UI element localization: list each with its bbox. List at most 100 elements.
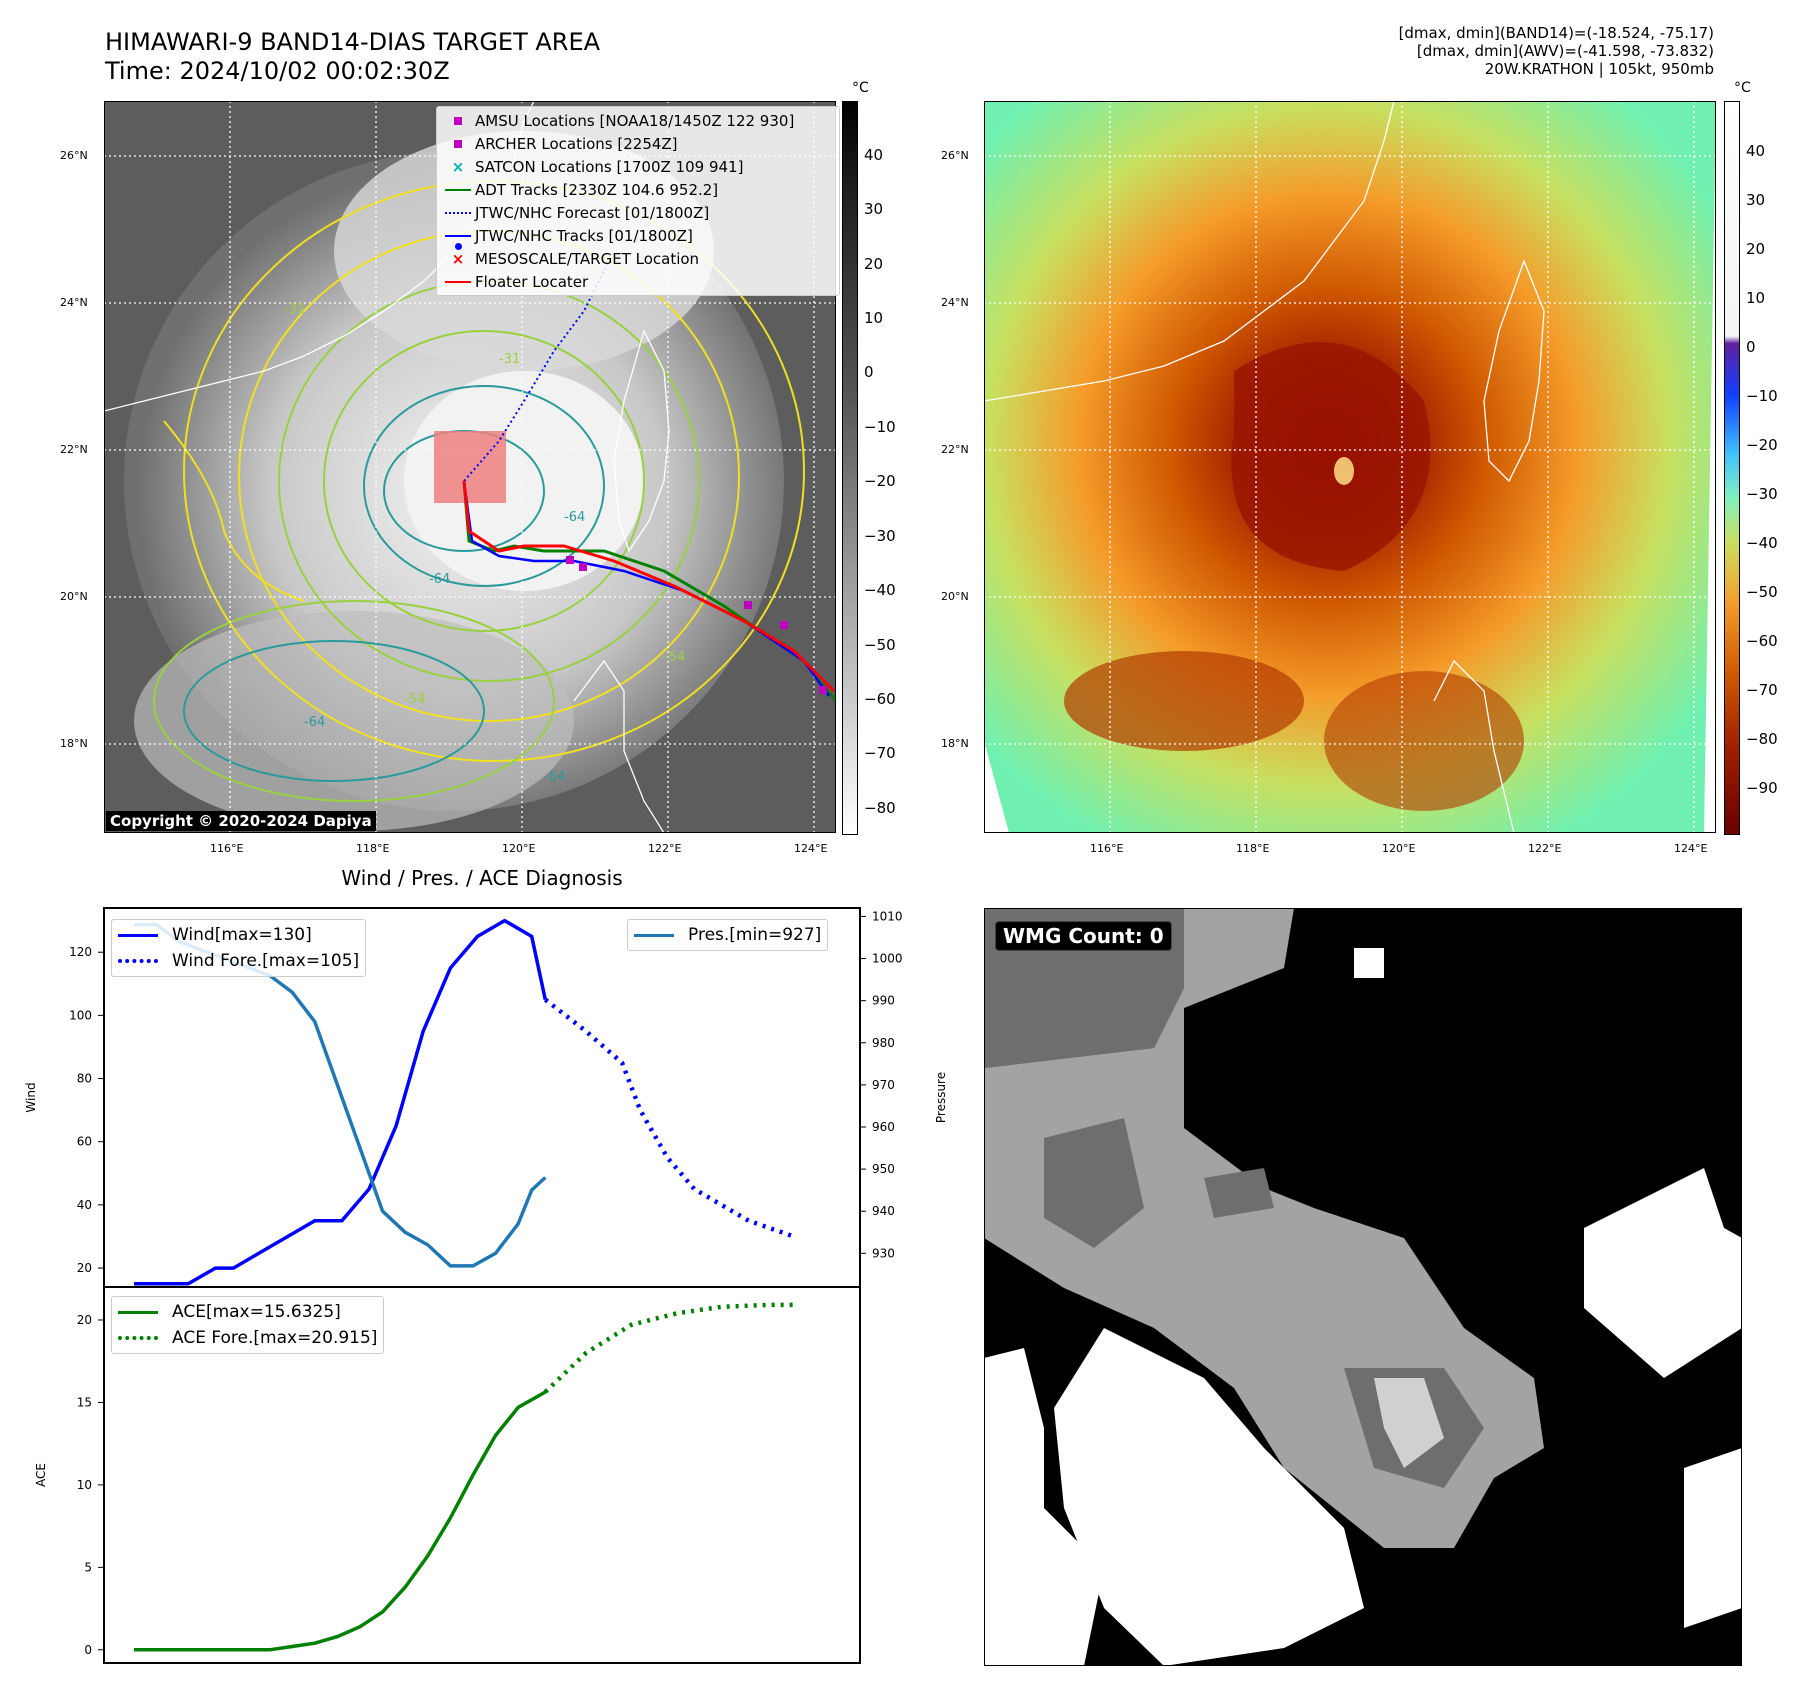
y-right-tick-label: 1000 bbox=[872, 952, 903, 966]
top-left-title: HIMAWARI-9 BAND14-DIAS TARGET AREA Time:… bbox=[105, 28, 600, 86]
colorbar-tick: 40 bbox=[864, 146, 884, 164]
legend-item-satcon: × SATCON Locations [1700Z 109 941] bbox=[451, 157, 744, 176]
y-right-tick-label: 990 bbox=[872, 994, 895, 1008]
top-right-header: [dmax, dmin](BAND14)=(-18.524, -75.17) [… bbox=[1399, 24, 1714, 78]
jtwc-track bbox=[462, 480, 831, 697]
y-right-tick-label: 980 bbox=[872, 1036, 895, 1050]
colorbar-tick: −30 bbox=[1746, 485, 1778, 503]
contour-label: -31 bbox=[284, 302, 305, 317]
colorbar-tick: 20 bbox=[864, 255, 884, 273]
ace-legend: ACE[max=15.6325] ACE Fore.[max=20.915] bbox=[111, 1296, 385, 1354]
y-axis-label: Wind bbox=[24, 1082, 38, 1112]
legend-item-forecast: JTWC/NHC Forecast [01/1800Z] bbox=[441, 201, 835, 224]
y-right-tick-label: 930 bbox=[872, 1246, 895, 1260]
map-legend: AMSU Locations [NOAA18/1450Z 122 930] AR… bbox=[436, 106, 840, 296]
wmg-count-badge: WMG Count: 0 bbox=[995, 921, 1172, 951]
ace-tick-label: 0 bbox=[84, 1643, 92, 1657]
floater-box bbox=[434, 431, 506, 503]
time-label: Time: 2024/10/02 00:02:30Z bbox=[105, 57, 450, 85]
contour-label: -54 bbox=[664, 650, 685, 665]
colorbar-tick: −70 bbox=[864, 744, 896, 762]
legend-item-wind-forecast: Wind Fore.[max=105] bbox=[118, 948, 359, 974]
colorbar-tick: −50 bbox=[1746, 583, 1778, 601]
legend-item-floater: Floater Locater bbox=[441, 270, 835, 293]
y-tick-label: 40 bbox=[77, 1198, 92, 1212]
colorbar-tick: 10 bbox=[864, 309, 884, 327]
colorbar-tick: −80 bbox=[864, 799, 896, 817]
lat-label: 18°N bbox=[60, 737, 88, 750]
legend-item-wind: Wind[max=130] bbox=[118, 922, 359, 948]
satellite-title: HIMAWARI-9 BAND14-DIAS TARGET AREA bbox=[105, 28, 601, 56]
storm-info: 20W.KRATHON | 105kt, 950mb bbox=[1484, 60, 1714, 78]
ace-forecast-series-line bbox=[543, 1302, 794, 1394]
lon-label: 122°E bbox=[1528, 842, 1562, 855]
colorbar-tick: −10 bbox=[1746, 387, 1778, 405]
ace-axis-label: ACE bbox=[34, 1463, 48, 1487]
satellite-map-tr bbox=[984, 101, 1716, 833]
legend-item-ace: ACE[max=15.6325] bbox=[118, 1299, 377, 1325]
ace-axes bbox=[103, 1286, 861, 1664]
wind-forecast-series-line bbox=[543, 997, 795, 1239]
colorbar-tick: −90 bbox=[1746, 779, 1778, 797]
colorbar-tick: −40 bbox=[1746, 534, 1778, 552]
contour-label: -31 bbox=[499, 352, 520, 367]
lat-label: 20°N bbox=[60, 590, 88, 603]
contour-label: -64 bbox=[544, 770, 565, 785]
colorbar-tick: 0 bbox=[864, 363, 874, 381]
floater-track bbox=[462, 480, 836, 693]
wind-series-line bbox=[134, 918, 548, 1286]
colorbar-tick: −80 bbox=[1746, 730, 1778, 748]
colorbar-tick: −20 bbox=[1746, 436, 1778, 454]
y-right-tick-label: 950 bbox=[872, 1162, 895, 1176]
y-tick-label: 80 bbox=[77, 1072, 92, 1086]
colorbar-unit: °C bbox=[1734, 80, 1751, 96]
ace-tick-label: 20 bbox=[77, 1313, 92, 1327]
colorbar-unit: °C bbox=[852, 80, 869, 96]
colorbar-tick: −50 bbox=[864, 636, 896, 654]
lat-label: 20°N bbox=[941, 590, 969, 603]
colorbar-tick: −40 bbox=[864, 581, 896, 599]
legend-item-amsu: AMSU Locations [NOAA18/1450Z 122 930] bbox=[441, 109, 835, 132]
lon-label: 120°E bbox=[502, 842, 536, 855]
contour-label: -64 bbox=[429, 572, 450, 587]
colorbar-tick: 10 bbox=[1746, 289, 1766, 307]
legend-item-adt: ADT Tracks [2330Z 104.6 952.2] bbox=[441, 178, 835, 201]
lat-label: 26°N bbox=[941, 149, 969, 162]
y-right-tick-label: 960 bbox=[872, 1120, 895, 1134]
lon-label: 118°E bbox=[356, 842, 390, 855]
colorbar-tick: 40 bbox=[1746, 142, 1766, 160]
colorbar-tr bbox=[1724, 101, 1740, 835]
lon-label: 120°E bbox=[1382, 842, 1416, 855]
colorbar-tick: 30 bbox=[864, 200, 884, 218]
colorbar-tick: 0 bbox=[1746, 338, 1756, 356]
lat-label: 24°N bbox=[60, 296, 88, 309]
contour-label: -64 bbox=[564, 510, 585, 525]
y-right-axis-label: Pressure bbox=[934, 1072, 948, 1123]
colorbar-tick: −30 bbox=[864, 527, 896, 545]
y-right-tick-label: 1010 bbox=[872, 909, 903, 923]
y-tick-label: 120 bbox=[69, 945, 92, 959]
ace-tick-label: 5 bbox=[84, 1560, 92, 1574]
lat-label: 26°N bbox=[60, 149, 88, 162]
colorbar-tl bbox=[842, 101, 858, 835]
legend-item-target: × MESOSCALE/TARGET Location bbox=[451, 249, 700, 268]
diagnosis-chart: 2040608010012093094095096097098099010001… bbox=[24, 907, 948, 1664]
lat-label: 22°N bbox=[941, 443, 969, 456]
colorbar-tick: −70 bbox=[1746, 681, 1778, 699]
y-right-tick-label: 940 bbox=[872, 1204, 895, 1218]
lon-label: 116°E bbox=[210, 842, 244, 855]
lon-label: 122°E bbox=[648, 842, 682, 855]
y-tick-label: 60 bbox=[77, 1135, 92, 1149]
y-right-tick-label: 970 bbox=[872, 1078, 895, 1092]
ace-series-line bbox=[134, 1390, 547, 1652]
colorbar-tick: −20 bbox=[864, 472, 896, 490]
lon-label: 116°E bbox=[1090, 842, 1124, 855]
chart-title: Wind / Pres. / ACE Diagnosis bbox=[341, 866, 623, 890]
contour-label: -64 bbox=[304, 715, 325, 730]
legend-item-ace-forecast: ACE Fore.[max=20.915] bbox=[118, 1325, 377, 1351]
legend-item-jtwc: JTWC/NHC Tracks [01/1800Z] bbox=[441, 224, 835, 250]
lat-label: 22°N bbox=[60, 443, 88, 456]
ace-tick-label: 10 bbox=[77, 1478, 92, 1492]
y-tick-label: 100 bbox=[69, 1008, 92, 1022]
colorbar-tick: −60 bbox=[1746, 632, 1778, 650]
